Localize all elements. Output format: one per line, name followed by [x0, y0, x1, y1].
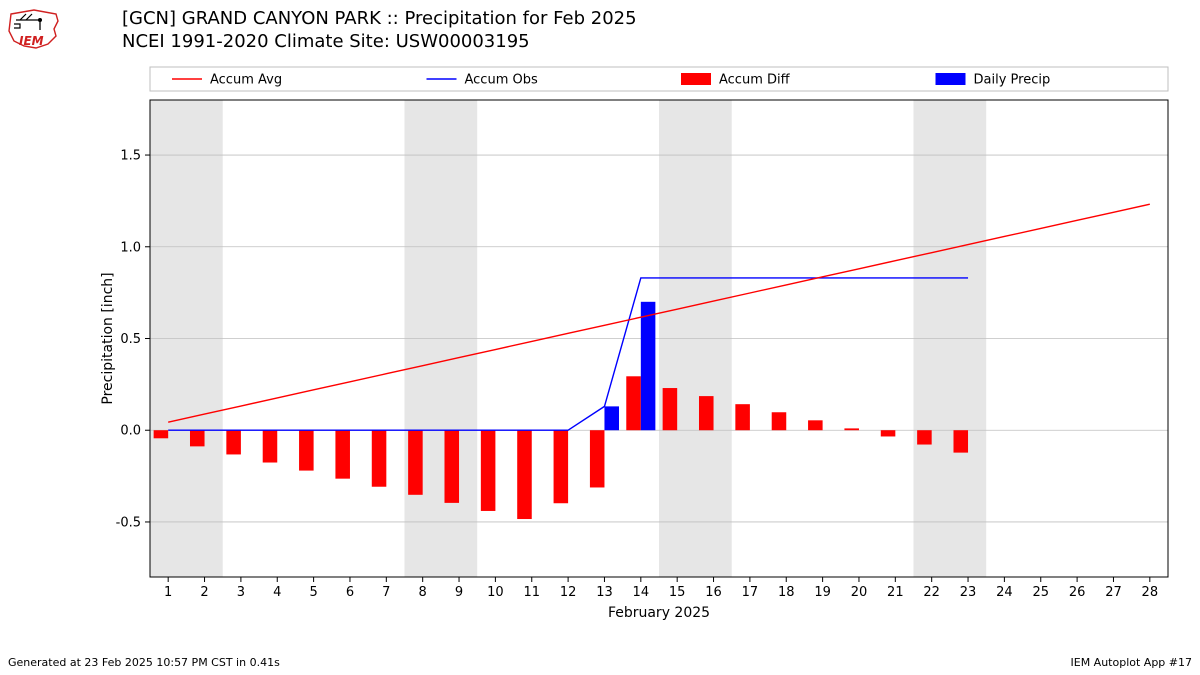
svg-text:24: 24	[996, 585, 1013, 600]
svg-text:February 2025: February 2025	[608, 605, 710, 621]
svg-text:Accum Avg: Accum Avg	[210, 73, 282, 88]
svg-text:17: 17	[742, 585, 759, 600]
svg-text:1.5: 1.5	[120, 149, 141, 164]
svg-text:3: 3	[237, 585, 245, 600]
svg-text:15: 15	[669, 585, 686, 600]
svg-text:1.0: 1.0	[120, 240, 141, 255]
iem-logo: IEM	[6, 6, 61, 51]
svg-text:7: 7	[382, 585, 390, 600]
svg-text:19: 19	[814, 585, 831, 600]
svg-text:Accum Obs: Accum Obs	[465, 73, 538, 88]
svg-text:11: 11	[523, 585, 540, 600]
svg-text:Precipitation [inch]: Precipitation [inch]	[100, 272, 116, 404]
svg-text:10: 10	[487, 585, 504, 600]
svg-text:0.0: 0.0	[120, 424, 141, 439]
svg-text:6: 6	[346, 585, 354, 600]
svg-text:1: 1	[164, 585, 172, 600]
svg-text:16: 16	[705, 585, 722, 600]
svg-text:9: 9	[455, 585, 463, 600]
title-line-2: NCEI 1991-2020 Climate Site: USW00003195	[122, 31, 637, 54]
title-line-1: [GCN] GRAND CANYON PARK :: Precipitation…	[122, 8, 637, 31]
precipitation-chart: Accum Avg Accum Obs Accum Diff Daily Precip…	[100, 62, 1178, 632]
svg-text:5: 5	[309, 585, 317, 600]
svg-text:Daily Precip: Daily Precip	[974, 73, 1051, 88]
generated-timestamp: Generated at 23 Feb 2025 10:57 PM CST in…	[8, 656, 280, 669]
svg-text:8: 8	[419, 585, 427, 600]
chart-title: [GCN] GRAND CANYON PARK :: Precipitation…	[122, 8, 637, 53]
svg-text:20: 20	[851, 585, 868, 600]
svg-text:23: 23	[960, 585, 977, 600]
svg-text:0.5: 0.5	[120, 332, 141, 347]
svg-text:21: 21	[887, 585, 904, 600]
svg-text:IEM: IEM	[19, 34, 44, 48]
svg-text:Accum Diff: Accum Diff	[719, 73, 791, 88]
svg-text:13: 13	[596, 585, 613, 600]
svg-text:27: 27	[1105, 585, 1122, 600]
svg-text:2: 2	[200, 585, 208, 600]
svg-text:4: 4	[273, 585, 281, 600]
svg-text:-0.5: -0.5	[116, 515, 141, 530]
svg-text:22: 22	[923, 585, 940, 600]
svg-text:14: 14	[633, 585, 650, 600]
svg-text:25: 25	[1032, 585, 1049, 600]
app-id: IEM Autoplot App #17	[1071, 656, 1193, 669]
svg-text:28: 28	[1142, 585, 1159, 600]
svg-text:26: 26	[1069, 585, 1086, 600]
svg-text:18: 18	[778, 585, 795, 600]
svg-text:12: 12	[560, 585, 577, 600]
